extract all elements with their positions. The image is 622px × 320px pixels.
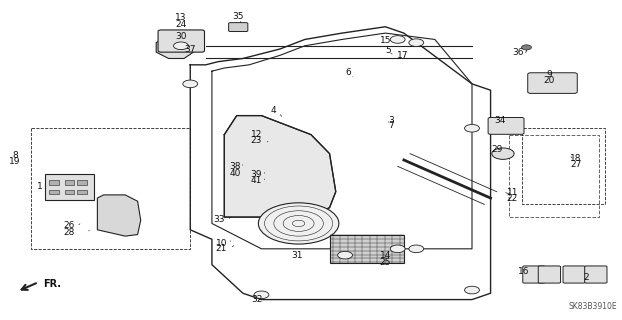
Circle shape xyxy=(390,36,405,43)
Circle shape xyxy=(390,245,405,252)
Circle shape xyxy=(254,291,269,299)
Text: 1: 1 xyxy=(37,182,43,191)
Text: 17: 17 xyxy=(397,52,409,60)
Circle shape xyxy=(409,39,424,46)
Text: 14: 14 xyxy=(379,251,391,260)
FancyBboxPatch shape xyxy=(158,30,205,52)
FancyBboxPatch shape xyxy=(538,266,560,283)
Circle shape xyxy=(492,148,514,159)
Text: 5: 5 xyxy=(386,46,391,55)
Text: 21: 21 xyxy=(216,244,227,253)
Text: 20: 20 xyxy=(544,76,555,85)
Bar xyxy=(77,190,87,194)
Text: 31: 31 xyxy=(292,251,303,260)
Text: 19: 19 xyxy=(9,157,21,166)
Bar xyxy=(65,180,75,185)
Circle shape xyxy=(465,124,480,132)
Text: 41: 41 xyxy=(251,176,262,185)
Text: 13: 13 xyxy=(175,13,187,22)
Text: 29: 29 xyxy=(491,145,503,154)
Circle shape xyxy=(258,203,339,244)
Text: 4: 4 xyxy=(271,106,277,115)
Text: 10: 10 xyxy=(215,239,227,248)
Circle shape xyxy=(338,252,353,259)
Text: 33: 33 xyxy=(213,215,225,224)
FancyBboxPatch shape xyxy=(229,23,248,32)
Text: 35: 35 xyxy=(232,12,244,21)
Text: 36: 36 xyxy=(513,48,524,57)
Text: FR.: FR. xyxy=(44,279,62,289)
Text: 23: 23 xyxy=(251,136,262,146)
Circle shape xyxy=(521,45,531,50)
Text: 22: 22 xyxy=(507,194,518,203)
Circle shape xyxy=(409,245,424,252)
Text: 26: 26 xyxy=(64,221,75,230)
Text: 12: 12 xyxy=(251,130,262,139)
Text: 15: 15 xyxy=(379,36,391,44)
Polygon shape xyxy=(156,36,193,59)
Bar xyxy=(77,180,87,185)
Text: 39: 39 xyxy=(251,170,262,179)
Text: 37: 37 xyxy=(184,45,195,54)
Text: 34: 34 xyxy=(494,116,506,125)
Polygon shape xyxy=(45,174,95,200)
Text: 16: 16 xyxy=(518,267,529,276)
FancyBboxPatch shape xyxy=(563,266,585,283)
Circle shape xyxy=(174,42,188,50)
Text: 6: 6 xyxy=(345,68,351,77)
Text: 40: 40 xyxy=(230,169,241,178)
Bar xyxy=(49,190,59,194)
Text: 7: 7 xyxy=(389,121,394,130)
FancyBboxPatch shape xyxy=(585,266,607,283)
Text: 11: 11 xyxy=(506,188,518,197)
Text: 38: 38 xyxy=(230,162,241,171)
FancyBboxPatch shape xyxy=(527,73,577,93)
Text: 30: 30 xyxy=(175,32,187,41)
FancyBboxPatch shape xyxy=(522,266,545,283)
Polygon shape xyxy=(98,195,141,236)
Text: 27: 27 xyxy=(570,160,582,169)
Text: SK83B3910E: SK83B3910E xyxy=(569,302,618,311)
Text: 25: 25 xyxy=(379,258,391,267)
Circle shape xyxy=(465,286,480,294)
Bar xyxy=(65,190,75,194)
Bar xyxy=(330,235,404,263)
Text: 24: 24 xyxy=(175,20,187,29)
Text: 18: 18 xyxy=(570,154,582,163)
Text: 9: 9 xyxy=(547,70,552,79)
Text: 32: 32 xyxy=(251,295,262,304)
Bar xyxy=(49,180,59,185)
Circle shape xyxy=(183,80,198,88)
Text: 8: 8 xyxy=(12,151,18,160)
Text: 3: 3 xyxy=(389,116,394,125)
Text: 2: 2 xyxy=(583,273,590,282)
Polygon shape xyxy=(225,116,336,217)
FancyBboxPatch shape xyxy=(488,117,524,134)
Text: 28: 28 xyxy=(64,228,75,237)
